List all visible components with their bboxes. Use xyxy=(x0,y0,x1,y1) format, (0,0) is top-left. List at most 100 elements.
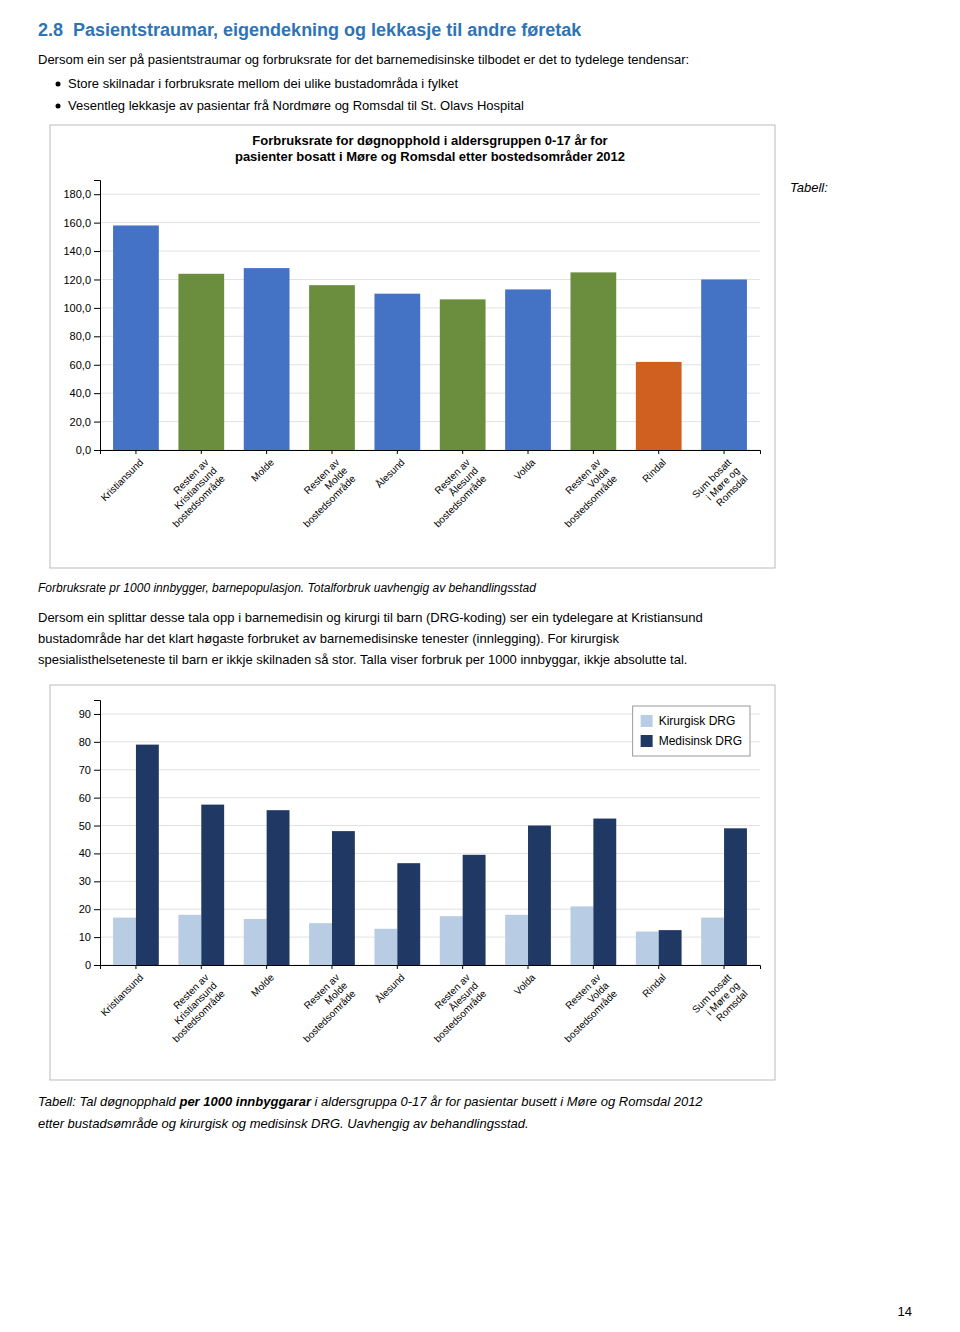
x-tick-label: Ålesund xyxy=(373,456,407,490)
y-tick-label: 40,0 xyxy=(70,387,91,399)
tick-mark xyxy=(201,450,202,454)
bar xyxy=(309,285,355,450)
x-tick: Resten avÅlesundbostedsområde xyxy=(416,450,489,529)
tick-mark xyxy=(94,965,100,966)
y-axis: 0102030405060708090 xyxy=(79,701,101,972)
y-axis: 0,020,040,060,080,0100,0120,0140,0160,01… xyxy=(63,181,100,457)
tick-mark xyxy=(94,881,100,882)
chart-title: Forbruksrate for døgnopphold i aldersgru… xyxy=(235,133,625,164)
grid-line xyxy=(100,222,760,223)
bar xyxy=(701,918,724,965)
x-tick-label: Ålesund xyxy=(373,971,407,1005)
tick-mark xyxy=(94,909,100,910)
bar xyxy=(332,831,355,965)
bar xyxy=(267,810,290,965)
bar xyxy=(374,929,397,965)
y-tick: 100,0 xyxy=(63,302,100,314)
bar xyxy=(463,855,486,965)
x-tick: Resten avKristiansundbostedsområde xyxy=(154,450,227,529)
x-tick-label: Resten avKristiansundbostedsområde xyxy=(154,971,227,1044)
bar xyxy=(201,805,224,965)
bar xyxy=(724,828,747,965)
x-tick-label: Volda xyxy=(512,971,538,997)
tick-mark xyxy=(397,450,398,454)
chart-frame xyxy=(50,125,775,568)
legend-label: Kirurgisk DRG xyxy=(659,714,736,728)
bar xyxy=(659,930,682,965)
legend-label: Medisinsk DRG xyxy=(659,734,742,748)
bar xyxy=(244,919,267,965)
tick-mark xyxy=(94,937,100,938)
x-tick: Sum bosatti Møre ogRomsdal xyxy=(690,965,750,1031)
grid-line xyxy=(100,797,760,798)
x-tick-label: Sum bosatti Møre ogRomsdal xyxy=(690,456,750,516)
caption: Forbruksrate pr 1000 innbygger, barnepop… xyxy=(38,581,536,595)
bar xyxy=(244,268,290,450)
x-tick-label: Rindal xyxy=(640,972,668,1000)
tick-mark xyxy=(135,450,136,454)
y-tick-label: 20,0 xyxy=(70,416,91,428)
y-tick: 160,0 xyxy=(63,217,100,229)
y-tick-label: 80 xyxy=(79,736,91,748)
x-tick: Resten avMoldebostedsområde xyxy=(285,450,358,529)
y-tick: 40 xyxy=(79,847,100,859)
intro-text: Dersom ein ser på pasientstraumar og for… xyxy=(38,52,689,67)
y-tick-label: 80,0 xyxy=(70,330,91,342)
tick-mark xyxy=(593,450,594,454)
bar xyxy=(178,915,201,965)
y-tick-label: 120,0 xyxy=(63,273,91,285)
grid-line xyxy=(100,769,760,770)
tick-mark xyxy=(528,450,529,454)
y-tick-label: 10 xyxy=(79,931,91,943)
y-tick: 80,0 xyxy=(70,330,100,342)
x-tick: Resten avVoldabostedsområde xyxy=(546,965,619,1044)
legend-swatch xyxy=(641,715,653,727)
body-text: bustadområde har det klart høgaste forbr… xyxy=(38,631,619,646)
y-tick-label: 30 xyxy=(79,875,91,887)
x-axis: KristiansundResten avKristiansundbosteds… xyxy=(99,450,761,529)
y-tick-label: 0 xyxy=(85,959,91,971)
bar xyxy=(636,362,682,450)
tick-mark xyxy=(266,965,267,969)
y-tick-label: 50 xyxy=(79,820,91,832)
y-tick: 10 xyxy=(79,931,100,943)
tick-mark xyxy=(94,853,100,854)
bullet-text: Vesentleg lekkasje av pasientar frå Nord… xyxy=(68,98,524,113)
x-tick: Resten avÅlesundbostedsområde xyxy=(416,965,489,1044)
x-tick-label: Molde xyxy=(249,456,276,483)
legend-items: Kirurgisk DRG Medisinsk DRG xyxy=(641,714,742,748)
legend-frame xyxy=(633,706,750,756)
caption-part: i aldersgruppa 0-17 år for pasientar bus… xyxy=(311,1094,703,1109)
bar xyxy=(528,826,551,965)
y-tick: 50 xyxy=(79,820,100,832)
y-tick: 30 xyxy=(79,875,100,887)
y-tick: 60,0 xyxy=(70,359,100,371)
grid xyxy=(100,194,760,450)
bar xyxy=(309,923,332,965)
y-tick-label: 60 xyxy=(79,792,91,804)
bar xyxy=(570,272,616,450)
y-tick-label: 180,0 xyxy=(63,188,91,200)
grid-line xyxy=(100,909,760,910)
legend-item: Medisinsk DRG xyxy=(641,734,742,748)
y-tick: 140,0 xyxy=(63,245,100,257)
x-tick: Resten avVoldabostedsområde xyxy=(546,450,619,529)
bullet-text: Store skilnadar i forbruksrate mellom de… xyxy=(68,76,459,91)
y-tick: 20,0 xyxy=(70,416,100,428)
tick-mark xyxy=(658,450,659,454)
tick-mark xyxy=(94,393,100,394)
tick-mark xyxy=(94,308,100,309)
x-tick-label: Resten avMoldebostedsområde xyxy=(285,456,358,529)
x-tick-label: Resten avVoldabostedsområde xyxy=(546,456,619,529)
y-tick: 120,0 xyxy=(63,273,100,285)
legend-swatch xyxy=(641,735,653,747)
bar xyxy=(505,915,528,965)
tick-mark xyxy=(94,826,100,827)
tick-mark xyxy=(94,742,100,743)
page-title: 2.8 Pasientstraumar, eigendekning og lek… xyxy=(38,20,582,40)
grid-line xyxy=(100,194,760,195)
tick-mark xyxy=(724,450,725,454)
axis-line xyxy=(94,181,101,451)
page: 2.8 Pasientstraumar, eigendekning og lek… xyxy=(0,0,960,1332)
y-tick: 20 xyxy=(79,903,100,915)
